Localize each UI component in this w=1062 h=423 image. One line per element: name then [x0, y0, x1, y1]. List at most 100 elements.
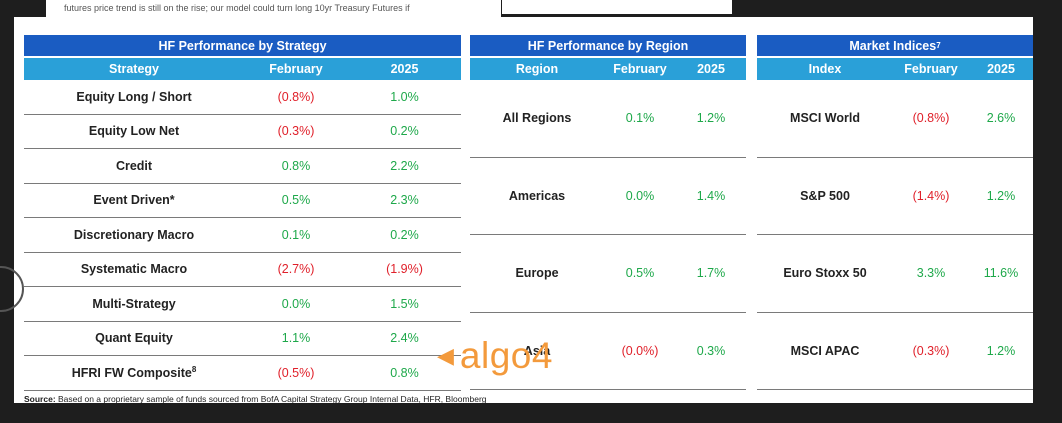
- table-row: Equity Long / Short (0.8%) 1.0%: [24, 80, 461, 115]
- region-table-body: All Regions 0.1% 1.2% Americas 0.0% 1.4% Europ…: [470, 80, 746, 390]
- table-row: Systematic Macro (2.7%) (1.9%): [24, 253, 461, 287]
- index-table-header: Index February 2025: [757, 58, 1033, 80]
- row-2025-value: 0.3%: [696, 343, 726, 358]
- row-2025-value: 0.2%: [390, 227, 419, 242]
- row-february-value: 0.5%: [281, 193, 311, 208]
- table-row: Event Driven* 0.5% 2.3%: [24, 184, 461, 218]
- row-name-text: Europe: [515, 266, 559, 281]
- document-page: HF Performance by Strategy Strategy Febr…: [14, 17, 1033, 404]
- row-name-text: Americas: [508, 188, 566, 203]
- row-name: MSCI World: [757, 111, 893, 125]
- row-2025-value: 0.8%: [390, 365, 419, 380]
- source-label: Source:: [24, 394, 56, 404]
- region-panel: HF Performance by Region Region February…: [470, 35, 746, 390]
- row-name: Equity Long / Short: [24, 90, 244, 104]
- table-row: Equity Low Net (0.3%) 0.2%: [24, 115, 461, 149]
- region-table-header: Region February 2025: [470, 58, 746, 80]
- table-row: Asia (0.0%) 0.3%: [470, 313, 746, 390]
- header-2025: 2025: [697, 62, 725, 76]
- watermark: ◀ algo4: [437, 335, 553, 377]
- row-name: S&P 500: [757, 189, 893, 203]
- header-february: February: [269, 62, 323, 76]
- table-row: MSCI APAC (0.3%) 1.2%: [757, 313, 1033, 390]
- row-february-value: (2.7%): [277, 262, 315, 277]
- row-name: Equity Low Net: [24, 124, 244, 138]
- index-table-body: MSCI World (0.8%) 2.6% S&P 500 (1.4%) 1.2% Eur…: [757, 80, 1033, 390]
- row-name-text: Equity Low Net: [88, 124, 180, 139]
- header-2025: 2025: [390, 62, 419, 76]
- row-2025-value: (1.9%): [386, 262, 423, 277]
- strategy-table-title: HF Performance by Strategy: [24, 35, 461, 56]
- table-row: S&P 500 (1.4%) 1.2%: [757, 158, 1033, 235]
- table-row: Euro Stoxx 50 3.3% 11.6%: [757, 235, 1033, 313]
- row-name-text: Multi-Strategy: [92, 296, 176, 311]
- row-name: All Regions: [470, 111, 604, 125]
- table-row: Quant Equity 1.1% 2.4%: [24, 322, 461, 356]
- row-name: Event Driven*: [24, 193, 244, 207]
- row-name: Quant Equity: [24, 331, 244, 345]
- row-february-value: (0.5%): [277, 365, 315, 380]
- top-note-strip-right: [502, 0, 732, 14]
- row-name-text: Systematic Macro: [80, 262, 188, 277]
- row-name: HFRI FW Composite8: [24, 365, 244, 380]
- index-table-title: Market Indices 7: [757, 35, 1033, 56]
- row-2025-value: 1.5%: [390, 296, 419, 311]
- row-name-text: S&P 500: [800, 188, 850, 203]
- table-row: Multi-Strategy 0.0% 1.5%: [24, 287, 461, 322]
- row-name-text: Credit: [115, 158, 153, 173]
- row-february-value: (0.8%): [277, 89, 315, 104]
- table-row: Credit 0.8% 2.2%: [24, 149, 461, 184]
- row-2025-value: 1.7%: [696, 266, 726, 281]
- table-row: Europe 0.5% 1.7%: [470, 235, 746, 313]
- header-index: Index: [808, 62, 842, 76]
- row-name: Systematic Macro: [24, 262, 244, 276]
- row-february-value: 3.3%: [916, 266, 946, 281]
- header-strategy: Strategy: [108, 62, 160, 76]
- row-february-value: (0.0%): [621, 343, 659, 358]
- row-2025-value: 0.2%: [390, 124, 419, 139]
- row-name-text: Equity Long / Short: [76, 89, 192, 104]
- row-2025-value: 2.3%: [390, 193, 419, 208]
- table-row: HFRI FW Composite8 (0.5%) 0.8%: [24, 356, 461, 391]
- row-name-text: Euro Stoxx 50: [783, 266, 867, 281]
- row-february-value: (1.4%): [912, 188, 950, 203]
- row-name: Discretionary Macro: [24, 228, 244, 242]
- source-note: Source: Based on a proprietary sample of…: [24, 394, 487, 404]
- table-row: Discretionary Macro 0.1% 0.2%: [24, 218, 461, 253]
- row-february-value: 0.5%: [625, 266, 655, 281]
- row-name-text: Quant Equity: [95, 331, 173, 346]
- row-name-text: MSCI APAC: [790, 343, 860, 358]
- arrow-icon: ◀: [437, 343, 454, 368]
- row-february-value: (0.3%): [277, 124, 315, 139]
- table-row: MSCI World (0.8%) 2.6%: [757, 80, 1033, 158]
- row-february-value: 0.1%: [625, 111, 655, 126]
- strategy-table-body: Equity Long / Short (0.8%) 1.0% Equity Low …: [24, 80, 461, 391]
- row-name: Asia: [470, 344, 604, 358]
- row-name: Euro Stoxx 50: [757, 266, 893, 280]
- index-title-sup: 7: [936, 41, 941, 50]
- row-february-value: 0.0%: [281, 296, 311, 311]
- row-february-value: 0.1%: [281, 227, 311, 242]
- row-february-value: 0.0%: [625, 188, 655, 203]
- row-name: Europe: [470, 266, 604, 280]
- strategy-table-header: Strategy February 2025: [24, 58, 461, 80]
- index-panel: Market Indices 7 Index February 2025 MSCI…: [757, 35, 1033, 390]
- top-note-strip: futures price trend is still on the rise…: [46, 0, 501, 17]
- row-name-text: MSCI World: [790, 111, 860, 126]
- region-table-title: HF Performance by Region: [470, 35, 746, 56]
- row-february-value: 0.8%: [281, 158, 311, 173]
- row-name: Credit: [24, 159, 244, 173]
- header-region: Region: [515, 62, 559, 76]
- row-name-sup: 8: [191, 365, 197, 375]
- row-name-text: Event Driven*: [93, 193, 175, 208]
- row-2025-value: 1.2%: [696, 111, 726, 126]
- table-row: Americas 0.0% 1.4%: [470, 158, 746, 235]
- watermark-text: algo4: [459, 335, 553, 376]
- row-name-text: All Regions: [502, 111, 572, 126]
- table-row: All Regions 0.1% 1.2%: [470, 80, 746, 158]
- row-name: MSCI APAC: [757, 344, 893, 358]
- row-2025-value: 2.6%: [986, 111, 1016, 126]
- header-2025: 2025: [987, 62, 1015, 76]
- header-february: February: [613, 62, 667, 76]
- row-2025-value: 11.6%: [983, 266, 1019, 281]
